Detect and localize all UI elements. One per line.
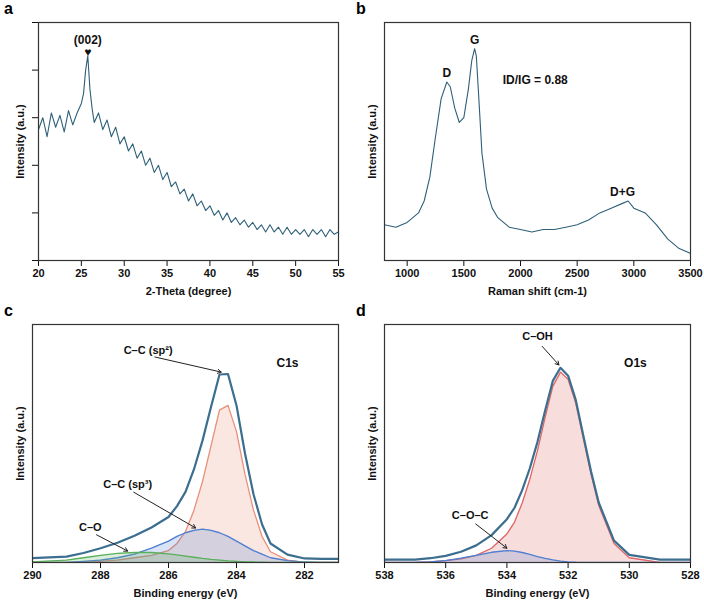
svg-text:C–C (sp²): C–C (sp²) (124, 344, 173, 356)
svg-text:Intensity (a.u.): Intensity (a.u.) (366, 104, 378, 179)
svg-text:282: 282 (295, 569, 313, 581)
svg-text:O1s: O1s (624, 356, 647, 370)
svg-text:35: 35 (161, 267, 173, 279)
svg-text:C–O: C–O (79, 521, 102, 533)
svg-text:2-Theta (degree): 2-Theta (degree) (146, 285, 232, 297)
svg-text:D: D (442, 66, 451, 80)
html-text:b: b (356, 0, 366, 17)
svg-text:528: 528 (681, 569, 699, 581)
svg-text:536: 536 (437, 569, 455, 581)
html-text:c: c (4, 302, 13, 319)
svg-text:1500: 1500 (452, 267, 476, 279)
svg-text:Intensity (a.u.): Intensity (a.u.) (14, 104, 26, 179)
svg-text:45: 45 (247, 267, 259, 279)
svg-text:288: 288 (91, 569, 109, 581)
svg-text:2000: 2000 (508, 267, 532, 279)
svg-text:532: 532 (559, 569, 577, 581)
svg-text:G: G (470, 33, 479, 47)
svg-text:3000: 3000 (622, 267, 646, 279)
svg-text:Raman shift (cm-1): Raman shift (cm-1) (488, 285, 587, 297)
svg-text:530: 530 (620, 569, 638, 581)
svg-text:Intensity (a.u.): Intensity (a.u.) (366, 406, 378, 481)
svg-text:284: 284 (227, 569, 246, 581)
svg-text:534: 534 (498, 569, 517, 581)
svg-text:538: 538 (375, 569, 393, 581)
html-text:a: a (4, 0, 13, 17)
svg-text:2500: 2500 (565, 267, 589, 279)
svg-text:D+G: D+G (610, 185, 635, 199)
svg-text:3500: 3500 (678, 267, 702, 279)
svg-text:25: 25 (75, 267, 87, 279)
svg-text:C1s: C1s (276, 356, 298, 370)
svg-text:290: 290 (23, 569, 41, 581)
svg-text:55: 55 (332, 267, 344, 279)
svg-text:C–O–C: C–O–C (452, 509, 489, 521)
svg-text:C–C (sp³): C–C (sp³) (103, 478, 152, 490)
svg-text:30: 30 (118, 267, 130, 279)
svg-text:(002)♥: (002)♥ (74, 33, 102, 59)
svg-text:50: 50 (290, 267, 302, 279)
svg-text:286: 286 (159, 569, 177, 581)
svg-text:1000: 1000 (395, 267, 419, 279)
svg-text:Binding energy (eV): Binding energy (eV) (486, 587, 590, 599)
html-text:d: d (356, 302, 366, 319)
svg-text:40: 40 (204, 267, 216, 279)
svg-text:Binding energy (eV): Binding energy (eV) (134, 587, 238, 599)
svg-text:20: 20 (32, 267, 44, 279)
svg-text:ID/IG = 0.88: ID/IG = 0.88 (503, 73, 568, 87)
svg-text:C–OH: C–OH (522, 330, 553, 342)
svg-text:Intensity (a.u.): Intensity (a.u.) (14, 406, 26, 481)
